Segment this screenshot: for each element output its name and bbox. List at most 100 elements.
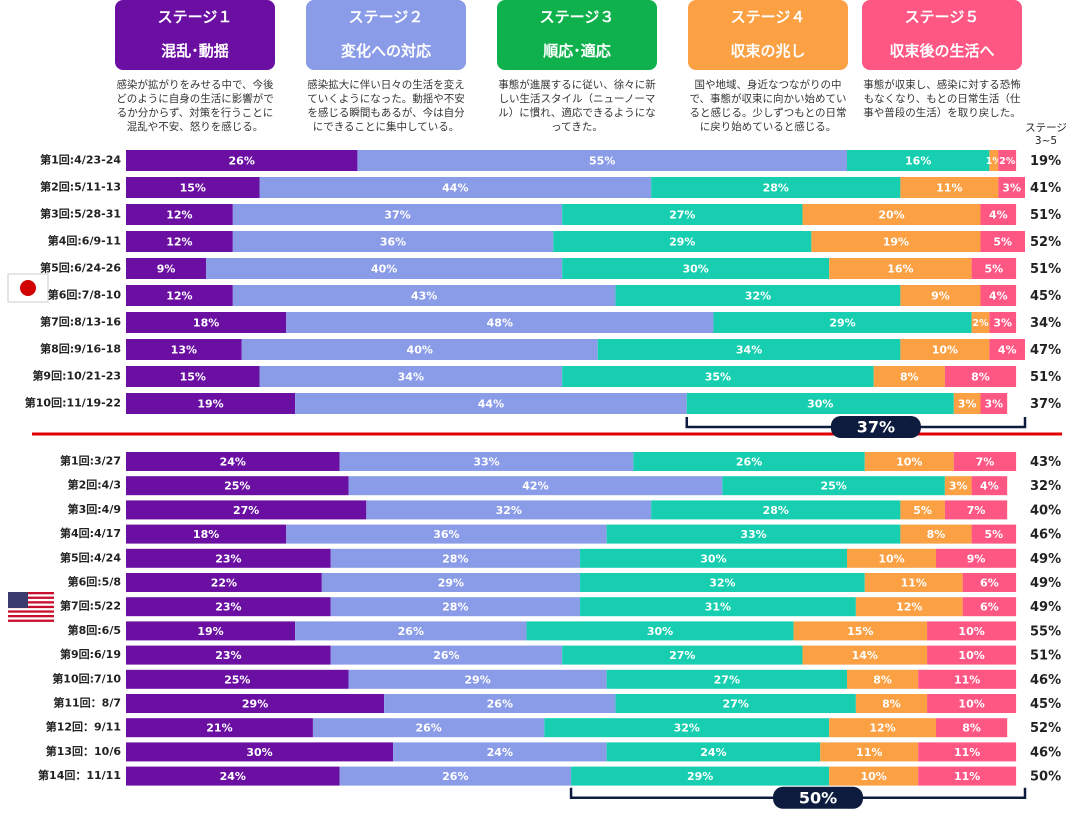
stage-box: ステージ２ 変化への対応: [306, 0, 466, 70]
category-label: 第10回:11/19-22: [25, 396, 121, 410]
bar-segment: [651, 500, 901, 520]
value-label: 10%: [932, 344, 958, 357]
value-label: 32%: [745, 290, 771, 303]
bar-segment: [259, 177, 652, 198]
stage-name: ステージ１: [157, 8, 233, 26]
category-label: 第3回:5/28-31: [40, 207, 121, 221]
value-label: 8%: [927, 528, 946, 541]
bar-segment: [126, 452, 340, 471]
value-label: 14%: [852, 649, 878, 662]
value-label: 32%: [674, 722, 700, 735]
value-label: 9%: [931, 290, 950, 303]
value-label: 21%: [206, 722, 232, 735]
bracket-label: 37%: [857, 418, 895, 437]
category-label: 第3回:4/9: [68, 502, 121, 516]
value-label: 44%: [478, 398, 504, 411]
value-label: 29%: [438, 577, 464, 590]
stage-description: 国や地域、身近なつながりの中で、事態が収束に向かい始めていると感じる。少しずつも…: [689, 79, 847, 133]
stage-subtitle: 収束後の生活へ: [889, 42, 995, 60]
value-label: 16%: [905, 155, 931, 168]
stage-subtitle: 収束の兆し: [730, 42, 806, 60]
bar-segment: [713, 312, 972, 333]
value-label: 44%: [442, 182, 468, 195]
value-label: 28%: [763, 182, 789, 195]
value-label: 11%: [954, 746, 980, 759]
bar-segment: [971, 476, 1008, 496]
total-label: 49%: [1030, 576, 1061, 591]
total-label: 49%: [1030, 552, 1061, 567]
value-label: 26%: [398, 625, 424, 638]
value-label: 15%: [180, 182, 206, 195]
value-label: 29%: [669, 236, 695, 249]
value-label: 30%: [807, 398, 833, 411]
bar-segment: [579, 597, 856, 617]
stage-box: ステージ１ 混乱･動揺: [115, 0, 275, 70]
value-label: 34%: [398, 371, 424, 384]
stage-subtitle: 順応･適応: [543, 42, 611, 60]
bar-segment: [944, 500, 1008, 520]
bar-segment: [126, 645, 331, 665]
bar-segment: [384, 694, 616, 713]
category-label: 第8回:6/5: [68, 623, 121, 637]
bar-segment: [126, 621, 296, 641]
category-label: 第7回:5/22: [60, 599, 121, 613]
value-label: 30%: [700, 552, 726, 565]
bar-segment: [900, 177, 999, 198]
bar-segment: [339, 766, 572, 786]
value-label: 25%: [224, 673, 250, 686]
value-label: 19%: [197, 625, 223, 638]
bar-segment: [855, 597, 963, 617]
bar-segment: [126, 766, 340, 786]
value-label: 29%: [464, 673, 490, 686]
value-label: 24%: [700, 746, 726, 759]
value-label: 15%: [847, 625, 873, 638]
bar-segment: [651, 177, 901, 198]
value-label: 28%: [442, 552, 468, 565]
value-label: 48%: [487, 317, 513, 330]
bar-segment: [241, 339, 598, 360]
bar-segment: [597, 339, 901, 360]
value-label: 10%: [958, 625, 984, 638]
bar-segment: [206, 258, 563, 279]
total-label: 34%: [1030, 316, 1061, 331]
value-label: 4%: [998, 344, 1017, 357]
bar-segment: [606, 524, 901, 544]
bar-segment: [971, 258, 1017, 279]
bar-segment: [935, 548, 1017, 568]
bar-segment: [855, 694, 928, 713]
value-label: 10%: [958, 698, 984, 711]
bar-segment: [126, 718, 313, 738]
bar-segment: [927, 694, 1017, 713]
value-label: 12%: [166, 236, 192, 249]
value-label: 26%: [442, 770, 468, 783]
value-label: 5%: [913, 504, 932, 517]
value-label: 10%: [861, 770, 887, 783]
value-label: 27%: [669, 209, 695, 222]
value-label: 4%: [980, 480, 999, 493]
total-label: 45%: [1030, 289, 1061, 304]
category-label: 第5回:6/24-26: [40, 261, 121, 275]
total-label: 51%: [1030, 262, 1061, 277]
category-label: 第9回:10/21-23: [32, 369, 121, 383]
bar-segment: [126, 204, 233, 225]
value-label: 3%: [985, 398, 1004, 411]
value-label: 12%: [869, 722, 895, 735]
bar-segment: [330, 597, 580, 617]
total-label: 19%: [1030, 154, 1061, 169]
bar-segment: [232, 231, 554, 252]
value-label: 29%: [242, 698, 268, 711]
bar-segment: [393, 742, 607, 762]
bar-segment: [980, 204, 1017, 225]
value-label: 8%: [962, 722, 981, 735]
category-label: 第6回:5/8: [68, 575, 121, 589]
bar-segment: [286, 524, 607, 544]
value-label: 8%: [882, 698, 901, 711]
total-label: 52%: [1030, 235, 1061, 250]
bar-segment: [126, 669, 349, 689]
bar-segment: [348, 669, 607, 689]
value-label: 30%: [682, 263, 708, 276]
value-label: 35%: [705, 371, 731, 384]
total-label: 49%: [1030, 600, 1061, 615]
category-label: 第1回:4/23-24: [40, 153, 121, 167]
